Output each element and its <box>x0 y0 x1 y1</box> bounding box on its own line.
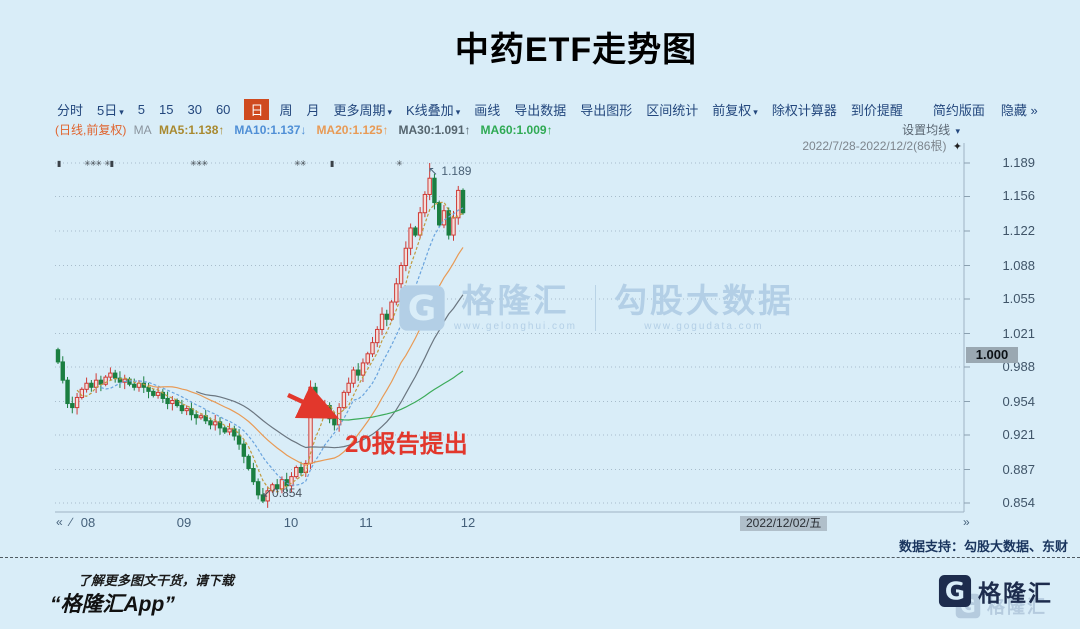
toolbar-item[interactable]: 到价提醒 <box>850 103 903 118</box>
toolbar-item[interactable]: 5日 ▾ <box>97 103 124 118</box>
pin-icon[interactable]: ✦ <box>952 141 962 153</box>
svg-text:▮: ▮ <box>57 159 61 168</box>
y-axis-label: 0.887 <box>1002 461 1035 477</box>
chevron-down-icon: ▾ <box>753 107 758 117</box>
svg-text:✳✳✳: ✳✳✳ <box>84 159 102 168</box>
svg-text:✳: ✳ <box>396 159 403 168</box>
toolbar-item[interactable]: K线叠加 ▾ <box>406 103 461 118</box>
y-axis-label: 0.954 <box>1002 393 1035 409</box>
toolbar-item[interactable]: 更多周期 ▾ <box>333 103 393 118</box>
scroll-right-control[interactable]: » <box>963 515 970 529</box>
toolbar-item[interactable]: 周 <box>279 103 293 118</box>
event-markers: ▮ ✳✳✳ ✳▮ ✳✳✳ ✳✳ ▮ ✳ <box>57 159 404 168</box>
ma-setting-label: 设置均线 <box>902 123 951 137</box>
toolbar-item[interactable]: 前复权 ▾ <box>712 103 758 118</box>
data-support-credit: 数据支持：勾股大数据、东财 <box>898 539 1068 554</box>
toolbar-item[interactable]: 除权计算器 <box>771 103 837 118</box>
event-arrow <box>287 385 340 419</box>
svg-text:▮: ▮ <box>330 159 334 168</box>
y-axis-label: 1.088 <box>1002 257 1035 273</box>
dashed-separator <box>0 557 1080 558</box>
brand-name: 格隆汇 <box>987 597 1047 617</box>
toolbar-item[interactable]: 日 <box>244 99 270 120</box>
toolbar-item[interactable]: 月 <box>306 103 320 118</box>
toolbar-item[interactable]: 60 <box>215 102 231 117</box>
toolbar-item[interactable]: 15 <box>159 102 174 117</box>
x-axis-month-label: 12 <box>460 515 476 530</box>
gridlines <box>55 162 963 504</box>
x-axis-month-label: 09 <box>176 515 192 530</box>
peak-price-annotation: ↖ 1.189 <box>428 164 472 178</box>
svg-text:✳✳✳: ✳✳✳ <box>190 159 208 168</box>
x-axis-month-label: 11 <box>359 515 373 530</box>
ma-value: MA5:1.138↑ <box>159 123 225 137</box>
promo-app-name: “格隆汇App” <box>50 593 175 616</box>
chevron-down-icon: ▾ <box>955 126 960 136</box>
chart-frame <box>55 143 970 513</box>
ma-value: MA60:1.009↑ <box>480 123 553 137</box>
brand-name: 格隆汇 <box>978 580 1053 606</box>
ma-value: MA30:1.091↑ <box>398 123 471 137</box>
toolbar-item[interactable]: 导出图形 <box>580 103 633 118</box>
toolbar-item[interactable]: 分时 <box>57 103 84 118</box>
toolbar-item[interactable]: 画线 <box>474 103 501 118</box>
toolbar-item[interactable]: 区间统计 <box>646 103 699 118</box>
promo-text: 了解更多图文干货，请下载 <box>78 573 235 588</box>
y-axis-label: 0.921 <box>1002 427 1035 442</box>
low-price-annotation: ↙0.854 <box>262 486 303 500</box>
toolbar-item[interactable]: 隐藏 » <box>1000 103 1038 118</box>
x-axis-month-label: 08 <box>80 515 96 530</box>
ma-value: MA10:1.137↓ <box>234 123 307 137</box>
toolbar-item[interactable]: 30 <box>187 102 202 117</box>
page-title: 中药ETF走势图 <box>454 31 698 69</box>
ma-indicator-bar: (日线,前复权) MA MA5:1.138↑ MA10:1.137↓ MA20:1.… <box>55 121 563 138</box>
y-axis-label: 1.156 <box>1002 188 1035 204</box>
svg-text:✳✳: ✳✳ <box>294 159 307 168</box>
toolbar-item[interactable]: 导出数据 <box>514 103 567 118</box>
visible-date-range: 2022/7/28-2022/12/2(86根) ✦ <box>802 137 962 154</box>
y-axis-label: 1.021 <box>1002 325 1035 341</box>
chevron-down-icon: ▾ <box>387 107 393 117</box>
date-range-text: 2022/7/28-2022/12/2(86根) <box>802 139 947 153</box>
svg-text:✳▮: ✳▮ <box>104 159 114 168</box>
y-axis-label: 1.055 <box>1002 291 1035 306</box>
toolbar-item[interactable]: 简约版面 <box>932 103 985 118</box>
ma-value: MA20:1.125↑ <box>316 123 389 137</box>
y-axis-label: 1.189 <box>1002 155 1035 170</box>
ma-label: MA <box>133 123 152 137</box>
brand-logo: G 格隆汇 <box>938 574 1053 608</box>
chevron-down-icon: ▾ <box>455 107 461 117</box>
ma-values: MA5:1.138↑ MA10:1.137↓ MA20:1.125↑ MA30:1.0… <box>159 123 563 137</box>
scrollbar-date-thumb[interactable]: 2022/12/02/五 <box>740 516 828 531</box>
ma-setting-button[interactable]: 设置均线 ▾ <box>902 121 960 138</box>
y-axis-highlight-label: 1.000 <box>966 346 1018 363</box>
x-axis-month-label: 10 <box>283 515 299 530</box>
candlestick-layer <box>55 163 466 508</box>
kline-mode-label: (日线,前复权) <box>55 123 127 137</box>
scroll-left-control[interactable]: « ∕ <box>56 515 75 529</box>
svg-text:G: G <box>945 577 965 606</box>
event-annotation-text: 20报告提出 <box>345 431 468 458</box>
chevron-down-icon: ▾ <box>119 107 124 117</box>
y-axis-label: 1.122 <box>1002 223 1035 238</box>
chart-toolbar: 分时 5日 ▾ 5 15 30 60 日周月更多周期 ▾ K线叠加 ▾ 画线 导出数据 导出图形 区间统计前… <box>57 99 1038 120</box>
y-axis-label: 0.854 <box>1002 495 1035 510</box>
toolbar-item[interactable]: 5 <box>137 102 146 117</box>
gelonghui-logo-icon: G <box>938 574 972 608</box>
